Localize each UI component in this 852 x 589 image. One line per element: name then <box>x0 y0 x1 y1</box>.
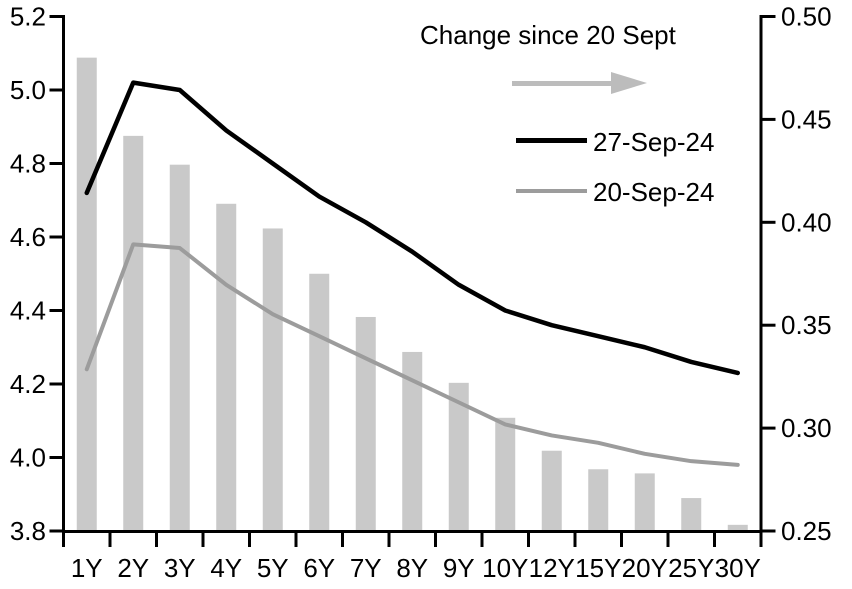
x-axis-category-label: 25Y <box>668 553 714 583</box>
bar-change-since-20-sept <box>588 469 609 531</box>
legend-label-20-sep: 20-Sep-24 <box>593 177 715 207</box>
x-axis-category-label: 20Y <box>622 553 668 583</box>
bar-change-since-20-sept <box>309 273 330 531</box>
bar-change-since-20-sept <box>123 135 144 531</box>
left-axis-tick-label: 4.8 <box>10 149 46 179</box>
x-axis-category-label: 4Y <box>210 553 242 583</box>
bar-change-since-20-sept <box>355 316 376 531</box>
left-axis-tick-label: 4.6 <box>10 222 46 252</box>
line-27-sep-24 <box>84 80 740 376</box>
bar-change-since-20-sept <box>76 57 97 531</box>
right-axis-tick-label: 0.35 <box>781 310 832 340</box>
x-axis-category-label: 1Y <box>71 553 103 583</box>
right-axis-tick-label: 0.30 <box>781 413 832 443</box>
bar-change-since-20-sept <box>448 382 469 531</box>
left-axis-tick-label: 5.2 <box>10 2 46 32</box>
left-axis-tick-label: 4.2 <box>10 369 46 399</box>
x-axis-category-label: 15Y <box>575 553 621 583</box>
bar-change-since-20-sept <box>262 228 283 531</box>
x-axis-category-label: 3Y <box>164 553 196 583</box>
x-axis-category-label: 7Y <box>350 553 382 583</box>
right-axis-tick-label: 0.45 <box>781 104 832 134</box>
change-arrow-icon <box>512 81 612 86</box>
line-20-sep-24 <box>84 242 740 467</box>
left-axis-tick-label: 3.8 <box>10 516 46 546</box>
right-axis-tick-label: 0.50 <box>781 2 832 32</box>
legend-label-27-sep: 27-Sep-24 <box>593 127 715 157</box>
bar-change-since-20-sept <box>169 164 190 531</box>
right-axis-tick-label: 0.25 <box>781 516 832 546</box>
x-axis-category-label: 12Y <box>529 553 575 583</box>
x-axis-category-label: 6Y <box>303 553 335 583</box>
x-axis-category-label: 10Y <box>482 553 528 583</box>
left-axis-tick-label: 5.0 <box>10 75 46 105</box>
change-arrow-head-icon <box>611 72 647 94</box>
left-axis-tick-label: 4.0 <box>10 443 46 473</box>
left-axis-tick-label: 4.4 <box>10 296 46 326</box>
x-axis-category-label: 30Y <box>715 553 761 583</box>
bar-change-since-20-sept <box>634 473 655 531</box>
bar-change-since-20-sept <box>216 203 237 531</box>
bar-change-since-20-sept <box>495 417 516 531</box>
x-axis-category-label: 9Y <box>443 553 475 583</box>
right-axis-tick-label: 0.40 <box>781 207 832 237</box>
x-axis-category-label: 5Y <box>257 553 289 583</box>
x-axis-category-label: 8Y <box>396 553 428 583</box>
bar-change-since-20-sept <box>541 450 562 531</box>
bar-change-since-20-sept <box>681 498 702 531</box>
x-axis-category-label: 2Y <box>117 553 149 583</box>
legend-change-label: Change since 20 Sept <box>420 20 676 50</box>
legend-line-sample-27-sep <box>516 138 587 143</box>
bar-change-since-20-sept <box>402 351 423 531</box>
bar-change-since-20-sept <box>727 524 748 531</box>
legend-line-sample-20-sep <box>516 189 587 193</box>
